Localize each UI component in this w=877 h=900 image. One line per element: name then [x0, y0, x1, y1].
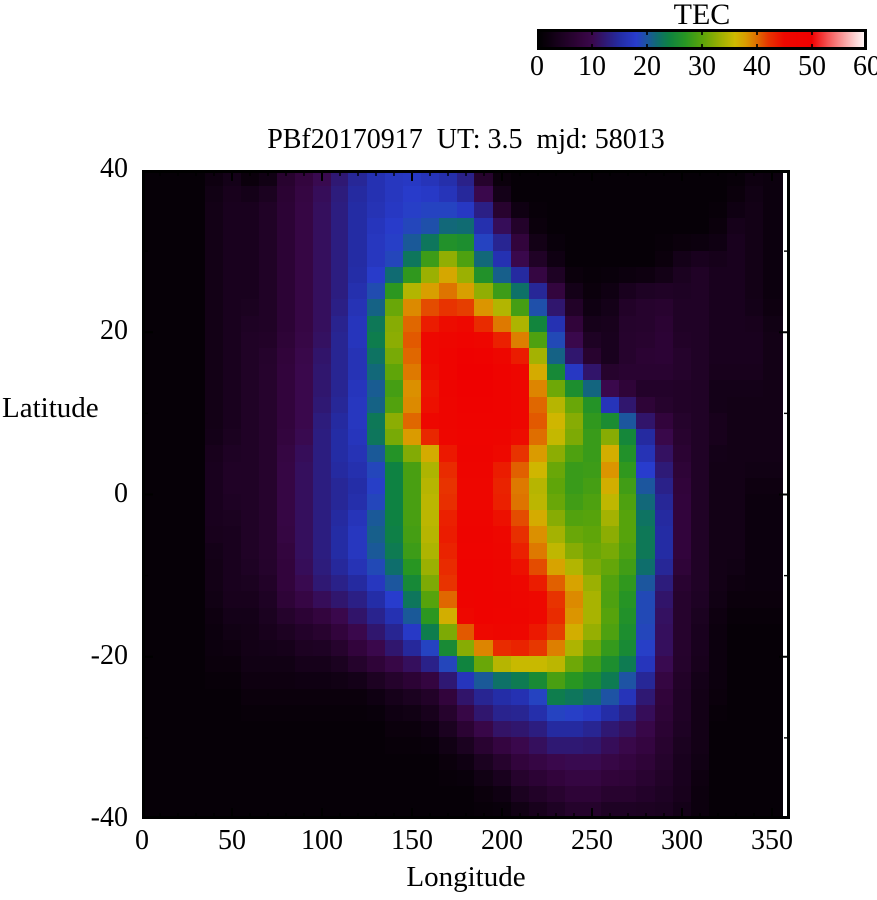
y-tick-label: 40	[100, 153, 128, 184]
x-tick-label: 250	[571, 825, 613, 856]
x-tick-label: 50	[218, 825, 246, 856]
y-tick-label: 0	[114, 477, 128, 509]
colorbar-tick-label: 50	[798, 51, 826, 82]
colorbar-gradient	[537, 29, 867, 50]
colorbar-title: TEC	[673, 0, 731, 31]
colorbar-tick-label: 30	[688, 51, 716, 82]
y-tick-label: -40	[90, 802, 128, 833]
x-tick-label: 100	[301, 825, 343, 856]
colorbar-tick-label: 40	[743, 51, 771, 82]
y-axis-title: Latitude	[2, 392, 99, 424]
colorbar-tick-label: 0	[530, 51, 544, 82]
y-tick-label: 20	[100, 315, 128, 347]
y-tick-label: -20	[90, 639, 128, 671]
tec-heatmap-canvas	[142, 170, 790, 819]
x-tick-label: 200	[481, 825, 523, 856]
x-tick-label: 300	[661, 825, 703, 856]
colorbar-tick-label: 60	[853, 51, 877, 82]
x-tick-label: 0	[135, 825, 149, 856]
x-tick-label: 150	[391, 825, 433, 856]
figure-title: PBf20170917 UT: 3.5 mjd: 58013	[267, 124, 665, 155]
colorbar-tick-label: 20	[633, 51, 661, 82]
x-axis-title: Longitude	[406, 861, 526, 893]
x-tick-label: 350	[751, 825, 793, 856]
colorbar-tick-label: 10	[578, 51, 606, 82]
